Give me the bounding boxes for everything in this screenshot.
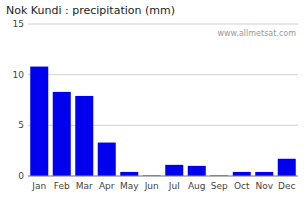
x-tick-label: Mar [76, 181, 93, 191]
chart: Nok Kundi : precipitation (mm) 0 5 10 15 Jan F… [0, 0, 306, 200]
grid-line [28, 74, 298, 75]
x-tick-label: May [120, 181, 139, 191]
x-tick-label: Oct [234, 181, 250, 191]
bar [233, 172, 251, 176]
y-tick-label: 0 [18, 171, 24, 181]
bar [75, 96, 93, 176]
bar [30, 67, 48, 176]
x-tick-label: Jan [31, 181, 46, 191]
x-tick-label: Dec [278, 181, 295, 191]
y-tick-label: 5 [18, 120, 24, 130]
x-tick-label: Jun [144, 181, 159, 191]
x-tick-label: Apr [99, 181, 115, 191]
y-tick-label: 15 [13, 19, 24, 29]
x-tick-label: Feb [54, 181, 70, 191]
bar [98, 143, 116, 176]
chart-container: Nok Kundi : precipitation (mm) 0 5 10 15 Jan F… [0, 0, 306, 200]
bar [188, 166, 206, 176]
x-tick-label: Nov [255, 181, 273, 191]
title: Nok Kundi : precipitation (mm) [6, 4, 175, 17]
x-tick-label: Aug [188, 181, 206, 191]
x-tick-label: Jul [168, 181, 180, 191]
bar [165, 165, 183, 176]
watermark: www.allmetsat.com [218, 29, 297, 38]
bars [30, 67, 296, 176]
grid-line [28, 176, 298, 177]
bar [278, 159, 296, 176]
grid [28, 24, 298, 176]
y-tick-label: 10 [13, 70, 25, 80]
x-tick-label: Sep [211, 181, 228, 191]
bar [255, 172, 273, 176]
bar [53, 92, 71, 176]
grid-line [28, 24, 298, 25]
bar [120, 172, 138, 176]
x-axis-line [28, 176, 298, 177]
